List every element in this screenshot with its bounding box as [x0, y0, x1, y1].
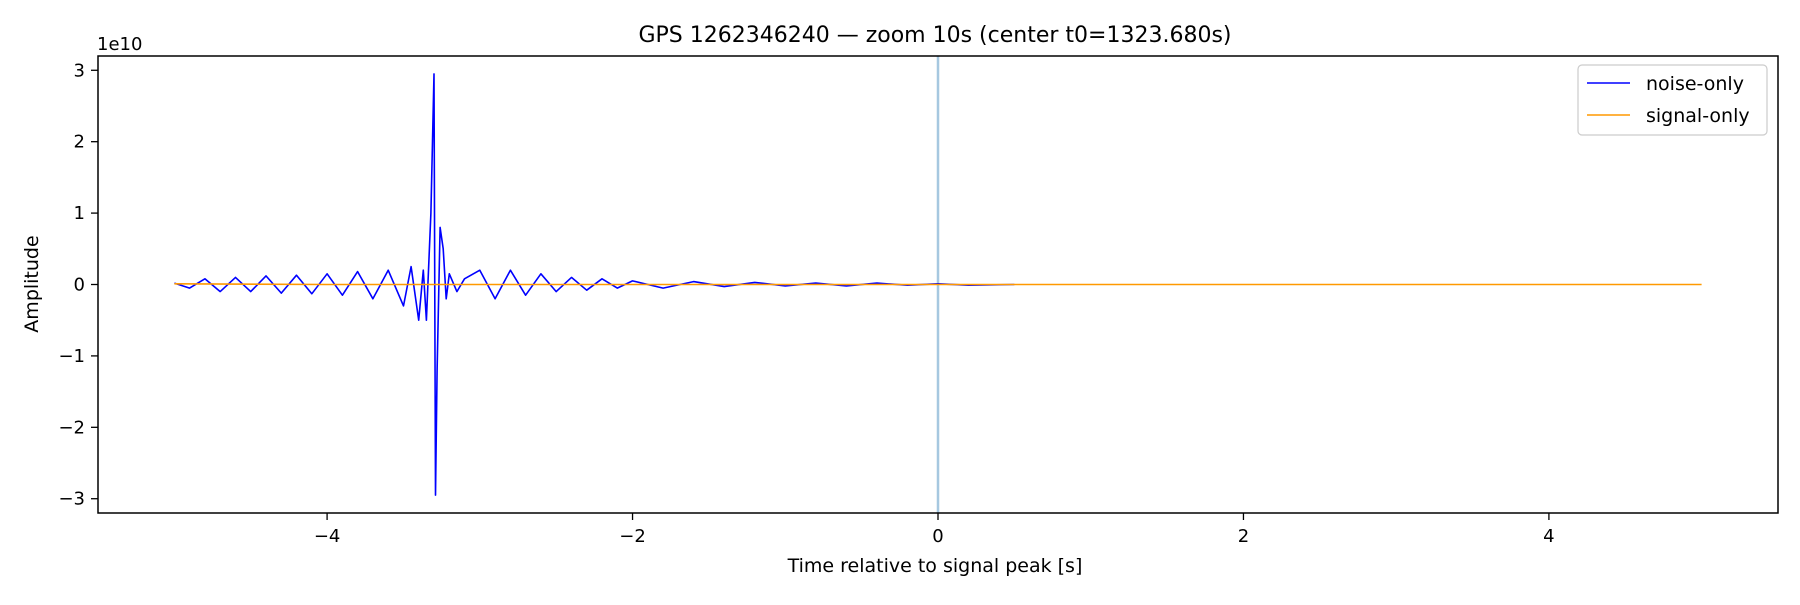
y-tick-label: −3 — [58, 489, 85, 510]
y-tick-label: 1 — [74, 203, 85, 224]
y-offset-label: 1e10 — [97, 34, 142, 55]
legend-label-signal-only: signal-only — [1646, 105, 1750, 127]
x-tick-label: −4 — [314, 526, 341, 547]
y-tick-label: −1 — [58, 346, 85, 367]
y-tick-label: 0 — [74, 275, 85, 296]
x-tick-label: 0 — [932, 526, 943, 547]
y-tick-label: 2 — [74, 132, 85, 153]
x-tick-label: 4 — [1543, 526, 1554, 547]
plot-frame — [97, 55, 1779, 514]
ticks-layer: −4 −2 0 2 4 −3 −2 −1 0 1 2 3 — [58, 60, 1554, 547]
legend-label-noise-only: noise-only — [1646, 73, 1744, 95]
x-tick-label: 2 — [1238, 526, 1249, 547]
chart-title: GPS 1262346240 — zoom 10s (center t0=132… — [638, 23, 1231, 48]
series-line-signal-only — [174, 282, 1702, 286]
y-tick-label: −2 — [58, 417, 85, 438]
y-tick-label: 3 — [74, 60, 85, 81]
y-axis-label: Amplitude — [21, 235, 43, 332]
x-tick-label: −2 — [619, 526, 646, 547]
legend: noise-only signal-only — [1577, 64, 1768, 136]
x-axis-label: Time relative to signal peak [s] — [787, 555, 1083, 577]
series-layer — [174, 56, 1702, 513]
